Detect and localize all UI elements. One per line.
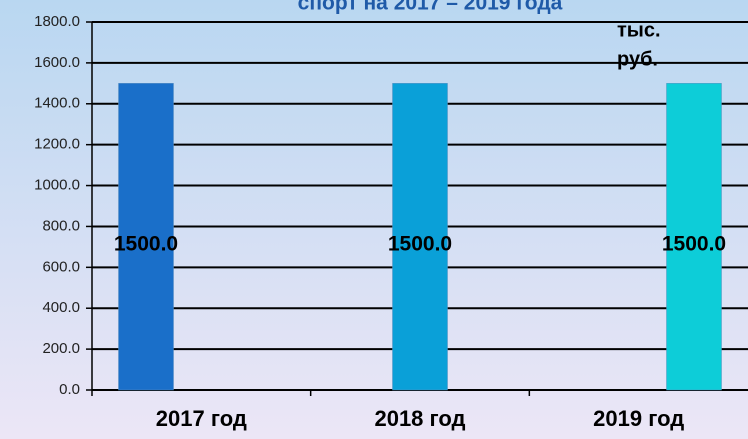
y-tick-label: 1400.0 <box>34 95 80 112</box>
y-tick-label: 800.0 <box>42 217 80 234</box>
unit-label: руб. <box>617 48 658 70</box>
value-label: 1500.0 <box>662 233 726 256</box>
x-tick-label: 2018 год <box>374 406 465 431</box>
y-tick-label: 1600.0 <box>34 54 80 71</box>
x-tick-label: 2019 год <box>593 406 684 431</box>
y-tick-label: 1800.0 <box>34 13 80 30</box>
value-label: 1500.0 <box>114 233 178 256</box>
y-tick-label: 1000.0 <box>34 177 80 194</box>
chart-title: спорт на 2017 – 2019 года <box>298 0 563 15</box>
bar <box>666 83 722 391</box>
y-tick-label: 600.0 <box>42 258 80 275</box>
x-tick-label: 2017 год <box>156 406 247 431</box>
y-tick-label: 1200.0 <box>34 136 80 153</box>
y-tick-label: 0.0 <box>59 381 80 398</box>
bar <box>118 83 174 391</box>
y-tick-label: 200.0 <box>42 340 80 357</box>
bar <box>392 83 448 391</box>
y-tick-label: 400.0 <box>42 299 80 316</box>
value-label: 1500.0 <box>388 233 452 256</box>
unit-label: тыс. <box>617 19 661 41</box>
